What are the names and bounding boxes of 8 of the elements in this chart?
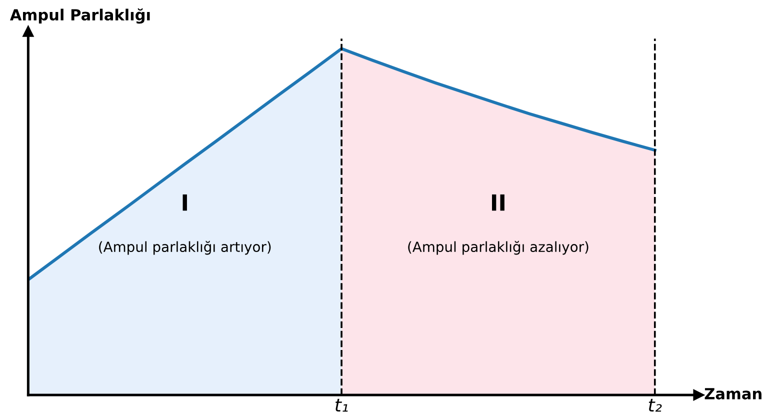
annotation: I (182, 194, 187, 211)
x-axis-title: Zaman (704, 388, 762, 400)
x-tick-label: t₁ (336, 398, 348, 412)
x-tick-label: t₂ (648, 398, 662, 412)
annotation: II (492, 194, 504, 211)
annotation: (Ampul parlaklığı azalıyor) (408, 240, 588, 255)
annotation: (Ampul parlaklığı artıyor) (99, 240, 271, 255)
y-axis-title: Ampul Parlaklığı (10, 8, 150, 24)
